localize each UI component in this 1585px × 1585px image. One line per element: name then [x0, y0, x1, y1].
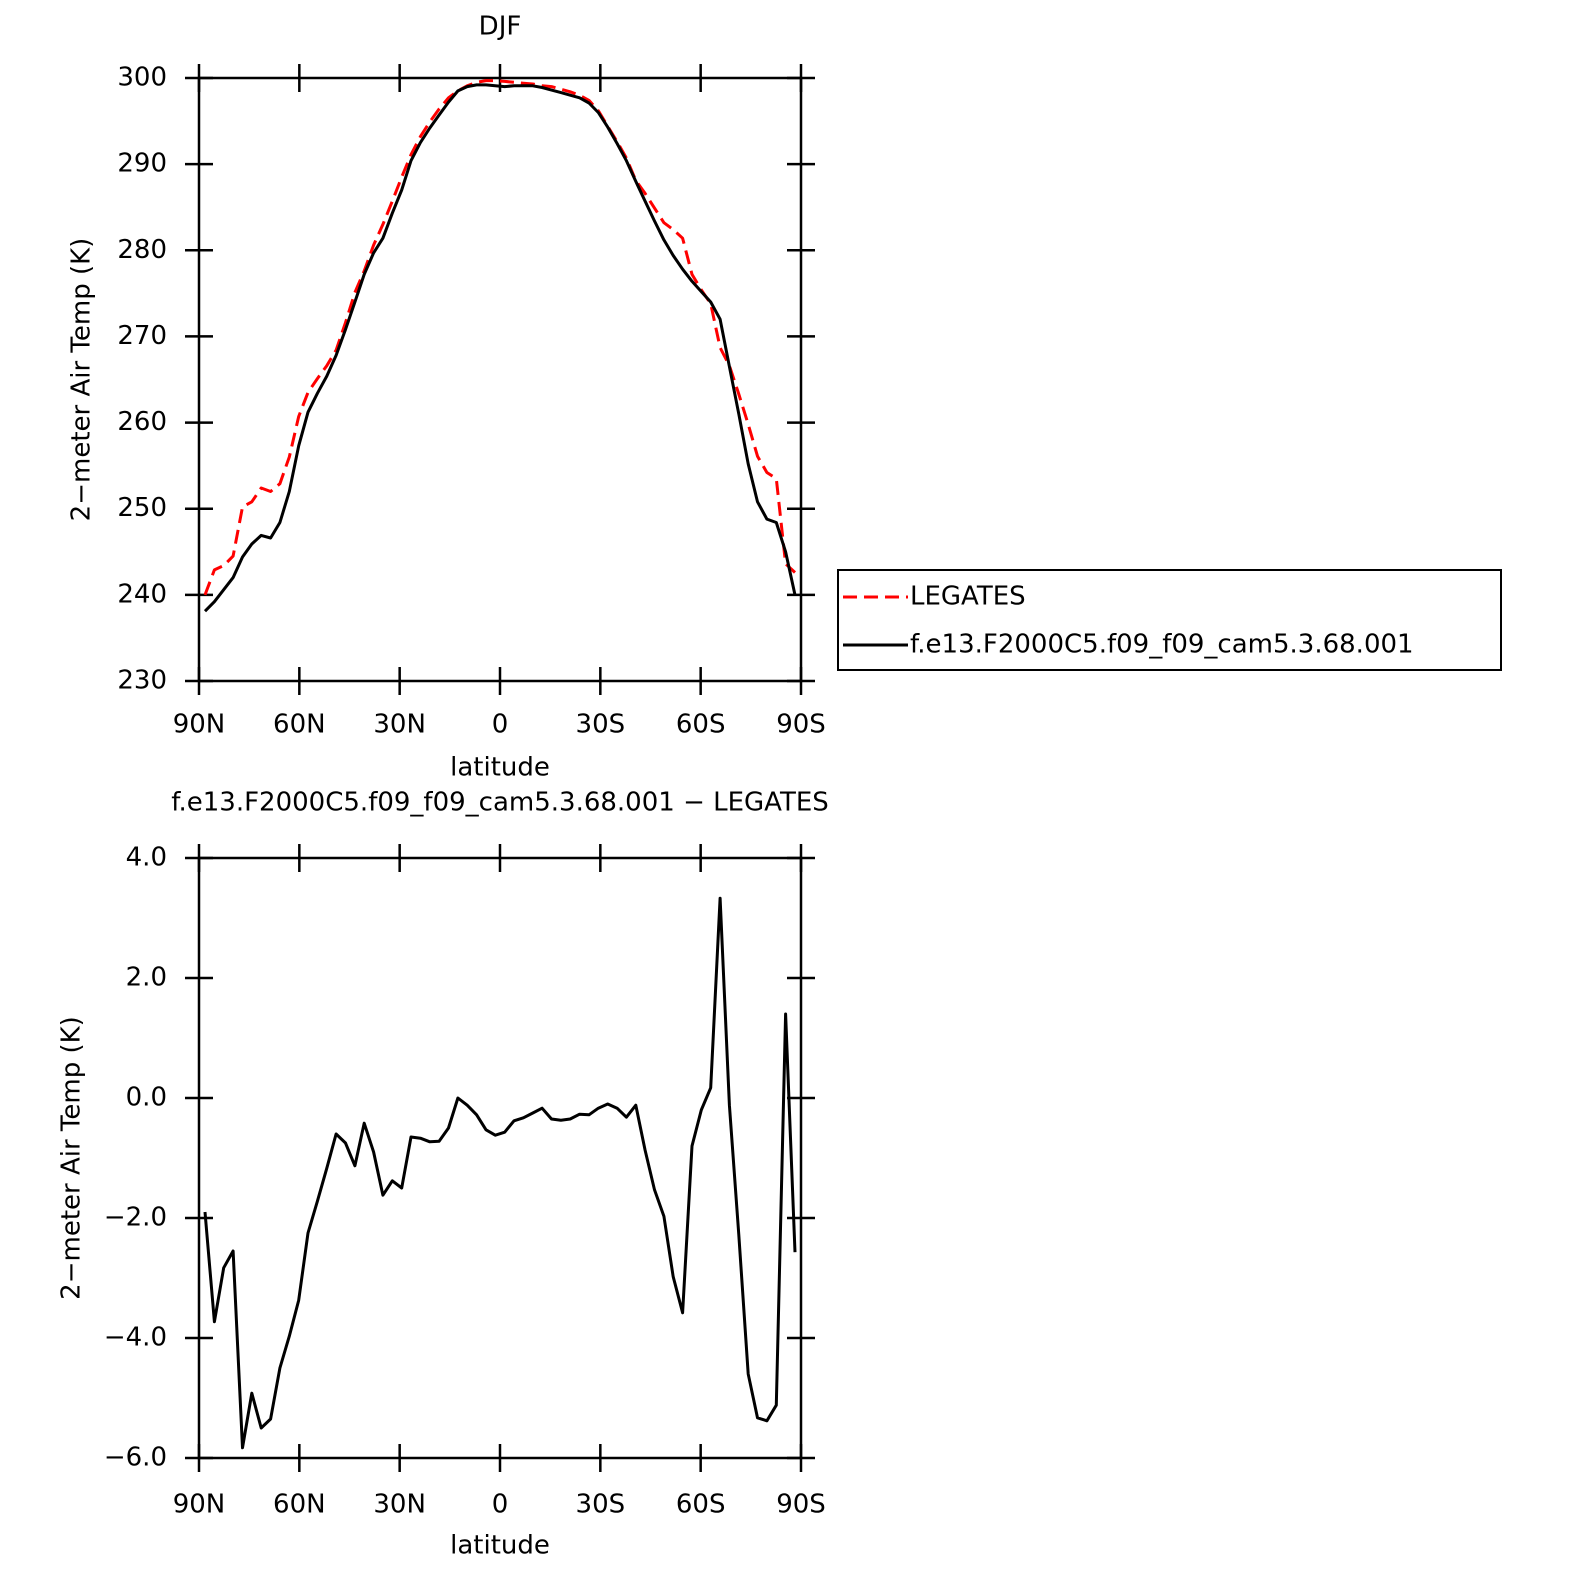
y-tick-label: −4.0 — [104, 1323, 167, 1353]
y-tick-label: 0.0 — [126, 1083, 167, 1113]
y-tick-label: 270 — [117, 321, 167, 351]
panel: f.e13.F2000C5.f09_f09_cam5.3.68.001 − LE… — [57, 788, 829, 1561]
x-tick-label: 90N — [173, 710, 226, 740]
x-axis-label: latitude — [450, 753, 550, 783]
legend-label: f.e13.F2000C5.f09_f09_cam5.3.68.001 — [910, 630, 1414, 660]
chart-title: DJF — [479, 12, 522, 42]
y-tick-label: 280 — [117, 235, 167, 265]
y-tick-label: 250 — [117, 493, 167, 523]
x-tick-label: 30S — [576, 710, 626, 740]
y-tick-label: 2.0 — [126, 963, 167, 993]
y-tick-label: −6.0 — [104, 1443, 167, 1473]
x-tick-label: 30N — [373, 1490, 426, 1520]
data-line — [203, 83, 797, 613]
x-tick-label: 30S — [576, 1490, 626, 1520]
x-tick-label: 90S — [776, 1490, 826, 1520]
legend: LEGATES f.e13.F2000C5.f09_f09_cam5.3.68.0… — [837, 569, 1502, 671]
x-tick-label: 0 — [492, 1490, 509, 1520]
plot-frame — [197, 856, 803, 1460]
x-tick-label: 60N — [273, 710, 326, 740]
legend-box — [837, 569, 1502, 671]
plot-frame — [197, 76, 803, 683]
y-tick-label: 230 — [117, 666, 167, 696]
y-tick-label: −2.0 — [104, 1203, 167, 1233]
x-tick-label: 90S — [776, 710, 826, 740]
y-tick-label: 4.0 — [126, 843, 167, 873]
x-tick-label: 60N — [273, 1490, 326, 1520]
panel: DJF latitude 2−meter Air Temp (K) 90N 60N 30N… — [67, 12, 1502, 783]
x-tick-label: 0 — [492, 710, 509, 740]
x-tick-label: 90N — [173, 1490, 226, 1520]
x-axis-label: latitude — [450, 1531, 550, 1561]
y-tick-label: 300 — [117, 63, 167, 93]
y-axis-label: 2−meter Air Temp (K) — [67, 238, 97, 522]
x-tick-label: 60S — [676, 1490, 726, 1520]
x-tick-label: 60S — [676, 710, 726, 740]
y-axis-label: 2−meter Air Temp (K) — [57, 1016, 87, 1300]
legend-label: LEGATES — [910, 582, 1026, 612]
chart-title: f.e13.F2000C5.f09_f09_cam5.3.68.001 − LE… — [171, 788, 829, 818]
y-tick-label: 260 — [117, 407, 167, 437]
data-line — [203, 79, 797, 596]
x-tick-label: 30N — [373, 710, 426, 740]
y-tick-label: 240 — [117, 579, 167, 609]
data-line — [203, 896, 797, 1450]
y-tick-label: 290 — [117, 149, 167, 179]
